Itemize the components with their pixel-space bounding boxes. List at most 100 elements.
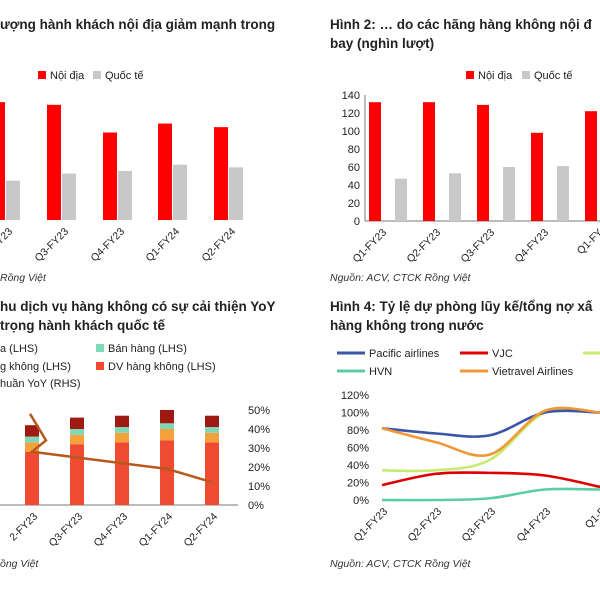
chart1-legend-noidia-swatch	[38, 71, 46, 79]
chart1-source: Rồng Việt	[0, 272, 46, 284]
chart3-bar-3-1	[70, 429, 84, 435]
chart1-bar-noidia-4	[214, 127, 228, 220]
chart1-bar-noidia-1	[47, 104, 61, 220]
chart2-bar-noidia-0	[369, 102, 381, 221]
chart3-bar-1-0	[25, 451, 39, 505]
chart3-xtick-2: Q4-FY23	[92, 511, 131, 550]
chart4-line-3	[381, 487, 600, 502]
chart4-legend-vjc-label: VJC	[492, 348, 513, 360]
chart4-legend-pacific-label: Pacific airlines	[369, 348, 440, 360]
chart3-bar-2-3	[160, 429, 174, 441]
chart4-xtick-3: Q4-FY23	[515, 506, 554, 545]
chart3-title-line-2: trọng hành khách quốc tế	[0, 318, 166, 333]
chart3-legend-banhang-swatch	[96, 344, 104, 352]
chart4-line-1	[381, 471, 600, 489]
chart3-rtick-1: 10%	[248, 481, 270, 493]
chart3-bar-1-1	[70, 444, 84, 505]
chart1-xtick-4: Q2-FY24	[200, 226, 239, 265]
chart2-xtick-0: Q1-FY23	[351, 227, 390, 266]
chart1-xtick-2: Q4-FY23	[89, 226, 128, 265]
chart3-bar-3-0	[25, 436, 39, 443]
chart3-rtick-2: 20%	[248, 462, 270, 474]
chart3-rtick-4: 40%	[248, 424, 270, 436]
chart3-legend-lhs-1: a (LHS)	[0, 343, 38, 355]
chart3-legend-lhs-2: g không (LHS)	[0, 361, 71, 373]
chart4-line-2	[381, 407, 600, 473]
chart2-legend-quocte-label: Quốc tế	[534, 70, 573, 82]
chart1-bar-noidia-0	[0, 102, 5, 220]
chart4-ytick-5: 100%	[341, 408, 369, 420]
chart4-legend-vietravel-label: Vietravel Airlines	[492, 366, 574, 378]
chart4-legend-hvn-label: HVN	[369, 366, 392, 378]
chart2-xtick-3: Q4-FY23	[513, 227, 552, 266]
chart4-ytick-3: 60%	[347, 443, 369, 455]
chart1-bar-quocte-4	[229, 167, 243, 220]
chart1-bar-noidia-3	[158, 123, 172, 220]
chart2-legend-noidia-swatch	[466, 71, 474, 79]
chart3-legend-dvhangkhong-swatch	[96, 362, 104, 370]
chart2-ytick-1: 20	[348, 198, 360, 210]
chart2-ytick-6: 120	[342, 108, 360, 120]
chart4-ytick-2: 40%	[347, 460, 369, 472]
chart1-legend-quocte-label: Quốc tế	[105, 70, 144, 82]
chart2-xtick-4: Q1-FY	[575, 227, 600, 257]
chart1-bar-quocte-3	[173, 164, 187, 220]
chart4-ytick-0: 0%	[353, 495, 369, 507]
chart3-legend-dvhangkhong-label: DV hàng không (LHS)	[108, 361, 216, 373]
chart3-bar-4-3	[160, 410, 174, 424]
chart3-bar-2-1	[70, 434, 84, 445]
chart3-bar-4-2	[115, 415, 129, 428]
chart2-bar-noidia-1	[423, 102, 435, 221]
chart2-legend-noidia-label: Nội địa	[478, 70, 513, 82]
chart4-ytick-1: 20%	[347, 478, 369, 490]
chart2-ytick-2: 40	[348, 180, 360, 192]
chart3-growth-line	[28, 413, 213, 484]
chart3-xtick-1: Q3-FY23	[47, 511, 86, 550]
chart3-xtick-3: Q1-FY24	[137, 511, 176, 550]
chart3-bar-1-2	[115, 442, 129, 505]
chart4-source: Nguồn: ACV, CTCK Rồng Việt	[330, 558, 471, 570]
chart3-rtick-5: 50%	[248, 405, 270, 417]
chart4-ytick-4: 80%	[347, 425, 369, 437]
chart3-bar-3-4	[205, 427, 219, 433]
chart1-title-line-1: ượng hành khách nội địa giảm mạnh trong	[0, 17, 276, 32]
chart3-bar-4-0	[25, 425, 39, 437]
chart2-bar-noidia-4	[585, 111, 597, 221]
chart2-bar-quocte-2	[503, 167, 515, 221]
chart2-bar-quocte-0	[395, 178, 407, 221]
chart4-xtick-2: Q3-FY23	[460, 506, 499, 545]
chart1-xtick-3: Q1-FY24	[144, 226, 183, 265]
chart4-line-0	[381, 409, 600, 438]
chart2-bar-noidia-3	[531, 132, 543, 221]
chart2-title-line-1: Hình 2: … do các hãng hàng không nội đ	[330, 17, 592, 32]
chart1-bar-noidia-2	[103, 132, 117, 220]
chart4-xtick-4: Q1-F	[583, 506, 600, 531]
chart2-ytick-5: 100	[342, 126, 360, 138]
chart3-xtick-0: 2-FY23	[7, 511, 40, 544]
chart3-legend-banhang-label: Bán hàng (LHS)	[108, 343, 187, 355]
chart3-title-line-1: hu dịch vụ hàng không có sự cải thiện Yo…	[0, 299, 276, 314]
chart1-legend-quocte-swatch	[93, 71, 101, 79]
chart3-bar-4-1	[70, 417, 84, 429]
chart3-legend-rhs: huần YoY (RHS)	[0, 378, 81, 390]
chart3-bar-2-4	[205, 432, 219, 443]
chart3-rtick-3: 30%	[248, 443, 270, 455]
chart2-bar-noidia-2	[477, 104, 489, 221]
chart3-rtick-0: 0%	[248, 500, 264, 512]
chart3-bar-1-4	[205, 442, 219, 505]
chart1-bar-quocte-0	[6, 180, 20, 220]
chart3-bar-2-0	[25, 442, 39, 452]
chart2-source: Nguồn: ACV, CTCK Rồng Việt	[330, 272, 471, 284]
chart4-xtick-0: Q1-FY23	[352, 506, 391, 545]
chart2-xtick-1: Q2-FY23	[405, 227, 444, 266]
chart2-ytick-7: 140	[342, 90, 360, 102]
chart1-legend-noidia-label: Nội địa	[50, 70, 85, 82]
chart2-ytick-4: 80	[348, 144, 360, 156]
chart3-bar-1-3	[160, 440, 174, 505]
chart3-bar-3-3	[160, 423, 174, 429]
chart1-xtick-0: FY23	[0, 226, 15, 252]
chart2-legend-quocte-swatch	[522, 71, 530, 79]
chart1-xtick-1: Q3-FY23	[33, 226, 72, 265]
chart2-xtick-2: Q3-FY23	[459, 227, 498, 266]
chart3-source: ồng Việt	[0, 558, 39, 570]
